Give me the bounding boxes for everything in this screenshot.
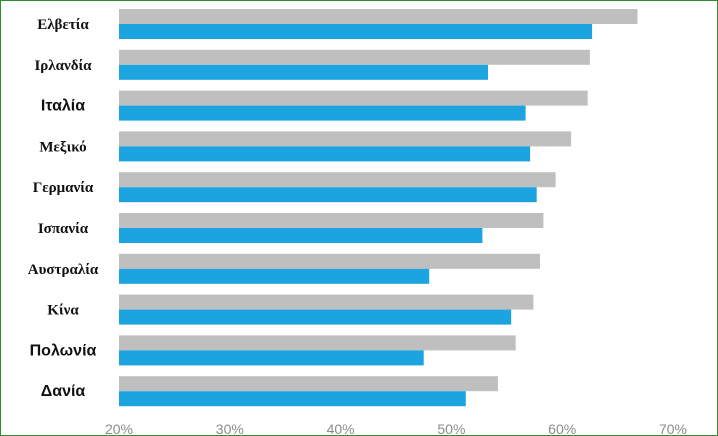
bar-series-1-3 [119,90,588,106]
bar-series-2-2 [119,64,488,80]
bar-series-1-5 [119,172,556,188]
bar-series-2-7 [119,268,430,284]
bar-series-2-9 [119,350,424,366]
category-label: Γερμανία [33,180,94,196]
category-label: Ισπανία [38,221,89,237]
bar-series-2-6 [119,228,483,243]
bar-series-1-6 [119,213,544,228]
category-label: Κίνα [47,303,79,319]
bar-series-2-4 [119,146,531,162]
category-label: Πολωνία [30,342,97,359]
category-label: Ελβετία [37,17,89,33]
category-label: Δανία [41,383,86,400]
bar-series-1-7 [119,253,540,269]
bar-series-1-10 [119,376,498,392]
x-tick-label: 60% [548,421,576,435]
bar-series-2-10 [119,391,466,407]
x-axis-ticks: 20% 30% 40% 50% 60% 70% [105,421,687,435]
x-tick-label: 30% [216,421,244,435]
category-label: Αυστραλία [28,262,99,278]
category-label: Μεξικό [39,139,86,155]
bars-layer [119,9,638,407]
x-tick-label: 50% [437,421,465,435]
bar-series-1-1 [119,9,638,24]
bar-series-1-8 [119,294,534,310]
bar-series-1-4 [119,131,572,147]
category-label: Ιρλανδία [34,58,92,74]
category-labels: Ελβετία Ιρλανδία Ιταλία Μεξικό Γερμανία Ισπαν… [28,17,99,400]
bar-series-2-1 [119,24,593,39]
category-label: Ιταλία [41,98,85,115]
x-tick-label: 20% [105,421,133,435]
bar-series-1-2 [119,49,590,65]
bar-series-2-8 [119,309,512,325]
bar-series-1-9 [119,335,516,351]
bar-series-2-5 [119,187,537,203]
x-tick-label: 70% [659,421,687,435]
x-tick-label: 40% [327,421,355,435]
bar-series-2-3 [119,105,526,121]
